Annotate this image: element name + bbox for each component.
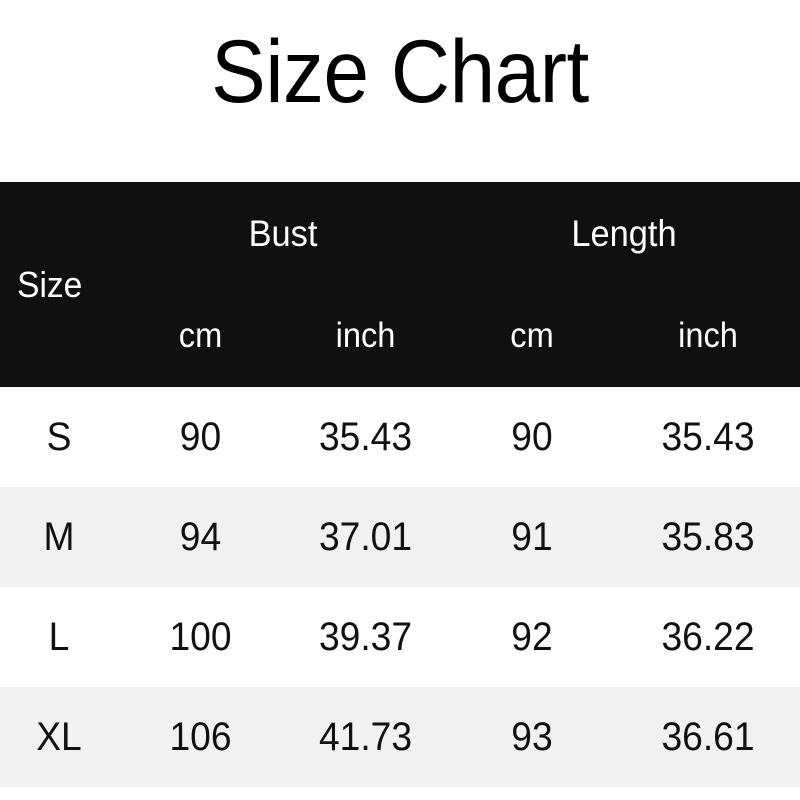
cell-size: S	[46, 414, 72, 459]
cell-size: L	[48, 614, 70, 659]
table-header-row-groups: Size Bust Length	[0, 182, 800, 387]
cell-length-cm: 90	[511, 414, 553, 459]
column-group-header-bust: Bust	[129, 182, 437, 286]
cell-size: XL	[36, 714, 82, 759]
cell-bust-inch: 39.37	[318, 614, 413, 659]
cell-length-cm: 93	[511, 714, 553, 759]
cell-length-inch: 36.61	[661, 714, 755, 759]
cell-bust-cm: 100	[169, 614, 232, 659]
cell-bust-cm: 94	[179, 514, 222, 559]
cell-length-inch: 36.22	[661, 614, 755, 659]
cell-length-cm: 91	[511, 514, 553, 559]
table-header: Size Bust Length cm inch cm inch	[0, 182, 800, 387]
table-row: L 100 39.37 92 36.22	[0, 587, 800, 687]
cell-size: M	[43, 514, 75, 559]
column-group-header-length: Length	[460, 182, 788, 286]
cell-length-inch: 35.83	[661, 514, 755, 559]
table-body: S 90 35.43 90 35.43 M 94 37.01 91 35.83 …	[0, 387, 800, 787]
table-row: XL 106 41.73 93 36.61	[0, 687, 800, 787]
column-header-size: Size	[4, 182, 114, 387]
cell-bust-inch: 35.43	[318, 414, 413, 459]
cell-length-cm: 92	[511, 614, 553, 659]
cell-bust-inch: 41.73	[318, 714, 413, 759]
column-header-bust-inch: inch	[288, 286, 443, 387]
column-header-length-inch: inch	[622, 286, 794, 387]
cell-length-inch: 35.43	[661, 414, 755, 459]
cell-bust-cm: 106	[169, 714, 232, 759]
table-header-row-units: cm inch cm inch	[0, 286, 800, 387]
size-chart-table: Size Bust Length cm inch cm inch S 90 35…	[0, 182, 800, 787]
table-row: S 90 35.43 90 35.43	[0, 387, 800, 487]
cell-bust-inch: 37.01	[318, 514, 413, 559]
table-row: M 94 37.01 91 35.83	[0, 487, 800, 587]
page-title: Size Chart	[211, 21, 589, 121]
cell-bust-cm: 90	[179, 414, 222, 459]
column-header-bust-cm: cm	[123, 286, 278, 387]
column-header-length-cm: cm	[453, 286, 611, 387]
